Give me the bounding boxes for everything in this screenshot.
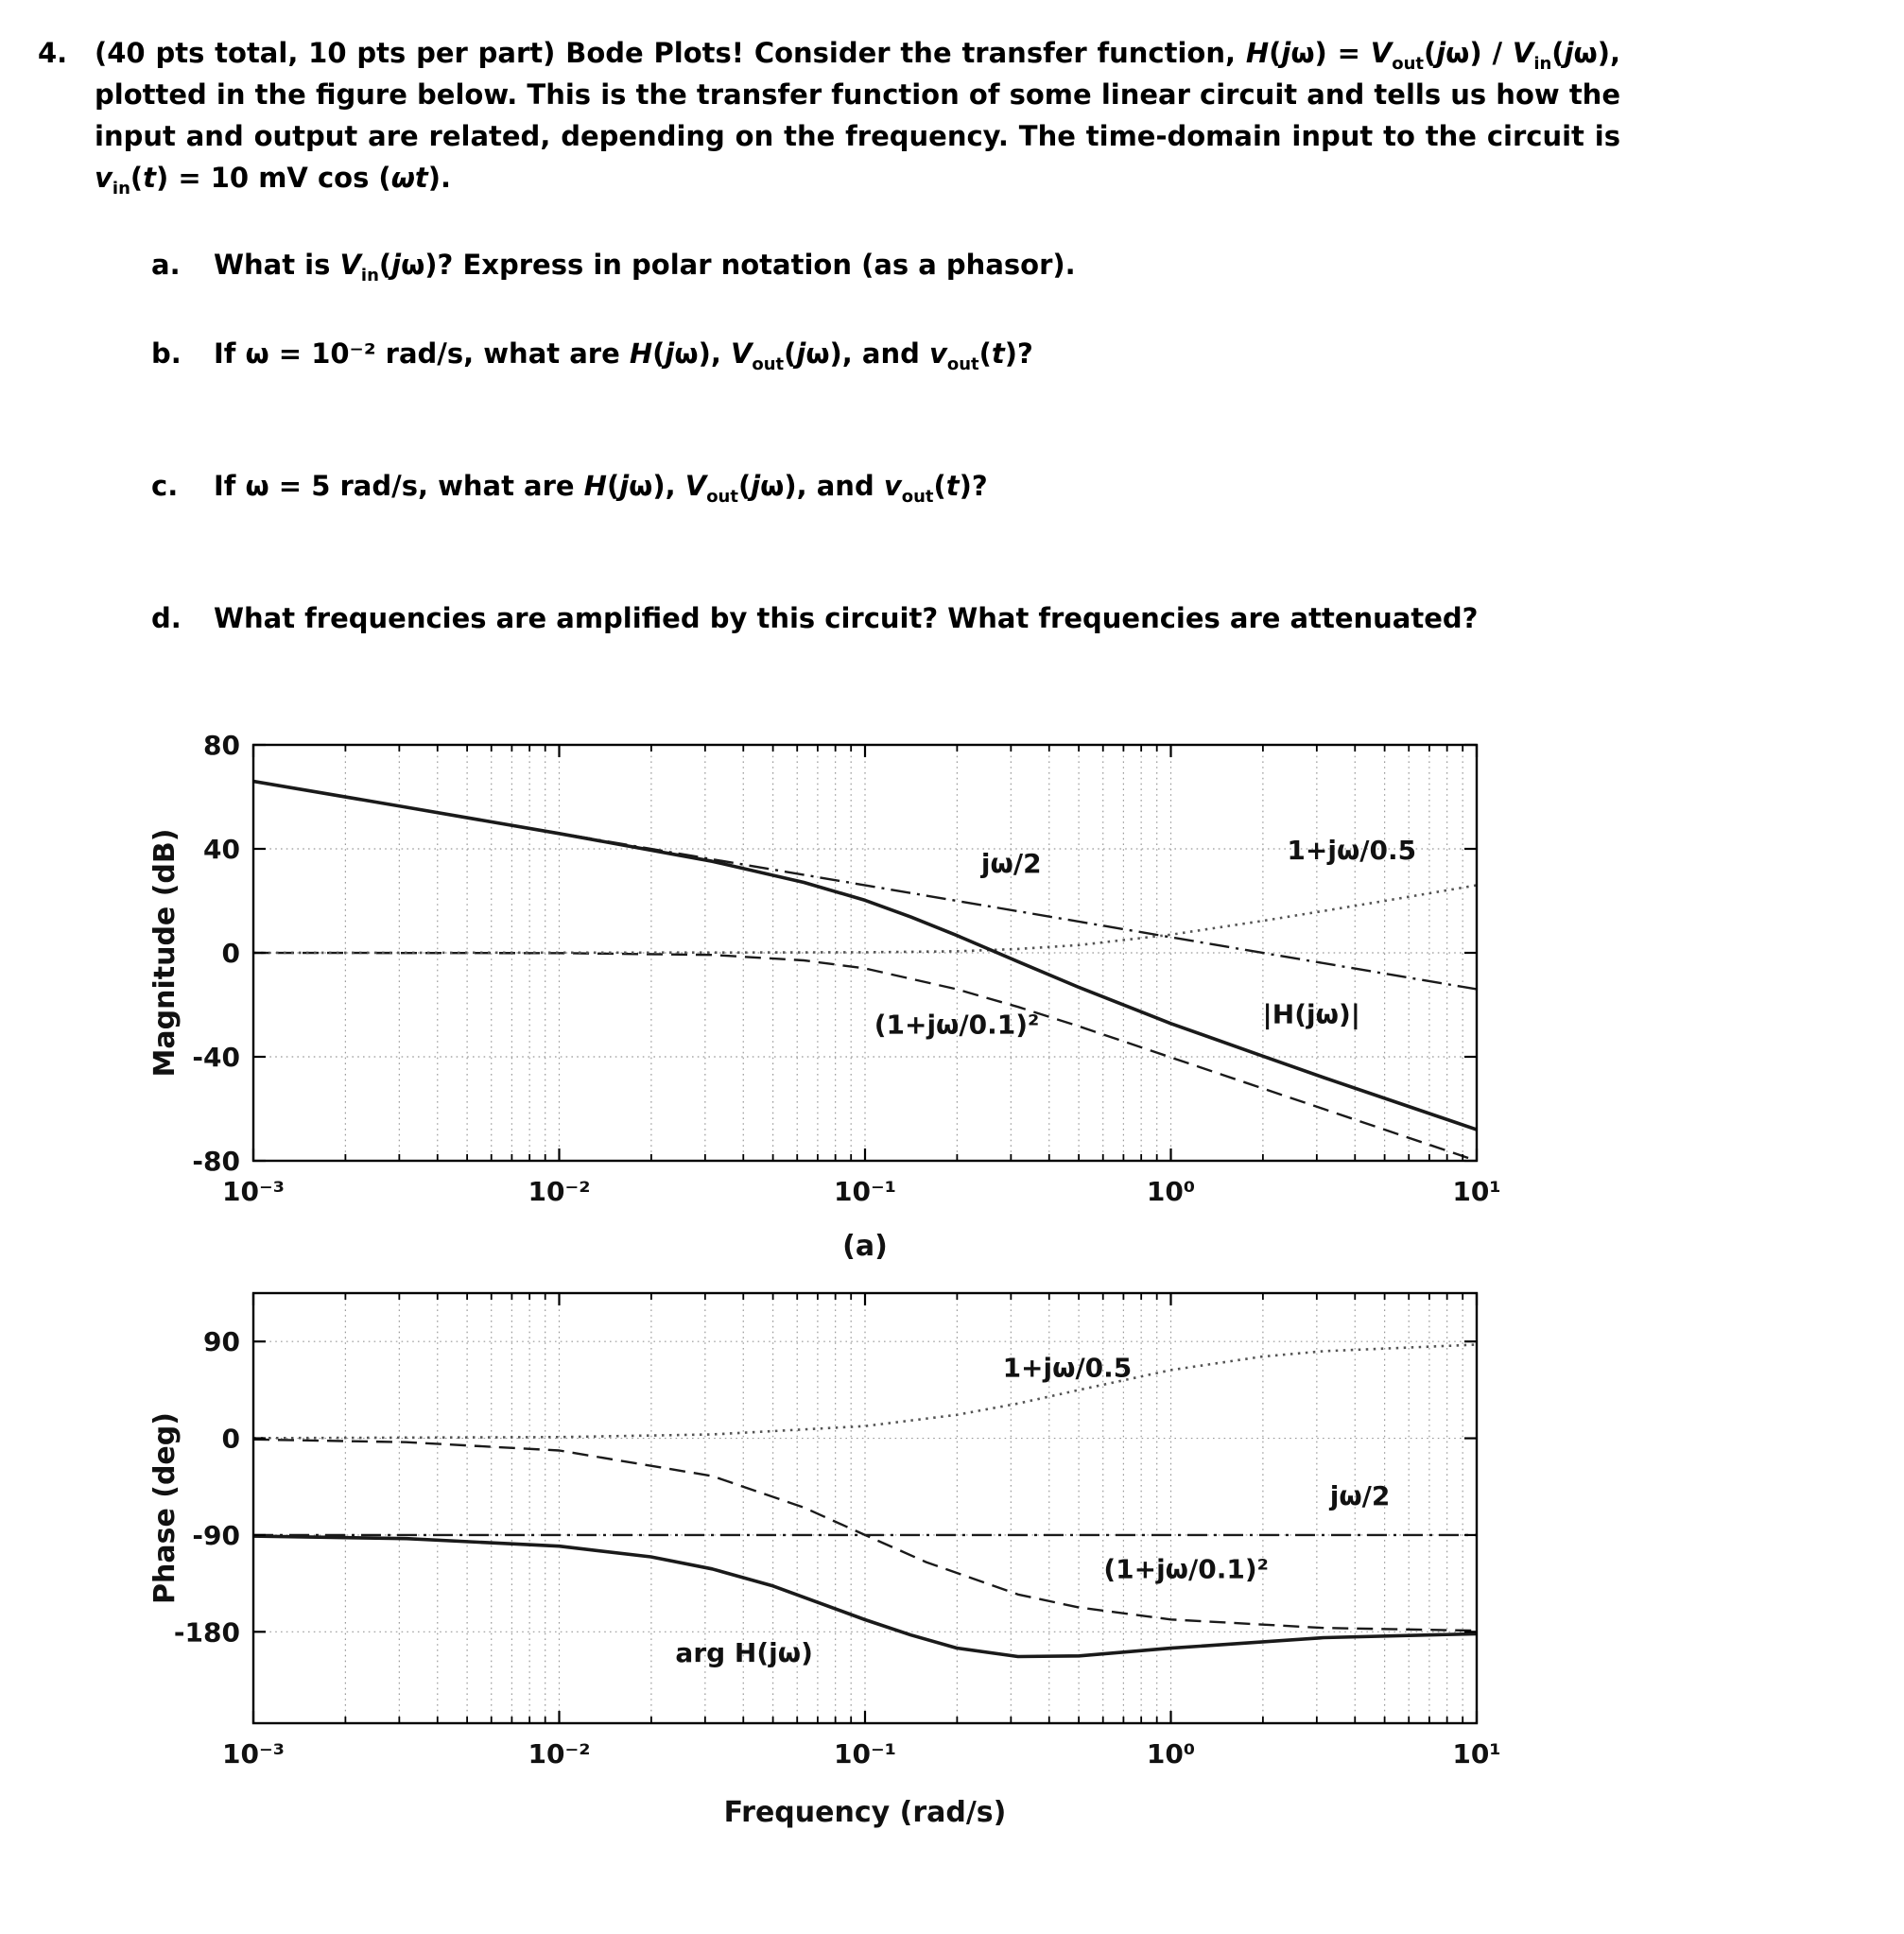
y-axis-label: Magnitude (dB) bbox=[148, 829, 182, 1078]
series-one-plus-jw-over-0p1-squared bbox=[253, 951, 1477, 1161]
curve-label: jω/2 bbox=[980, 848, 1042, 879]
part-label-c: c. bbox=[151, 470, 179, 502]
part-label-b: b. bbox=[151, 337, 182, 370]
problem-part-a: a. What is Vin(jω)? Express in polar not… bbox=[151, 244, 1626, 285]
x-tick-label: 10⁻² bbox=[528, 1176, 590, 1207]
problem-number: 4. bbox=[38, 37, 68, 69]
x-tick-label: 10¹ bbox=[1452, 1738, 1500, 1770]
problem-parts: a. What is Vin(jω)? Express in polar not… bbox=[151, 244, 1626, 639]
series-one-plus-jw-over-0p5 bbox=[253, 1343, 1477, 1440]
x-axis-label: Frequency (rad/s) bbox=[724, 1796, 1007, 1829]
y-tick-label: 40 bbox=[203, 834, 240, 865]
problem-part-d: d. What frequencies are amplified by thi… bbox=[151, 597, 1626, 639]
x-tick-label: 10⁻¹ bbox=[834, 1176, 896, 1207]
x-tick-label: 10⁰ bbox=[1147, 1738, 1195, 1770]
x-tick-label: 10⁰ bbox=[1147, 1176, 1195, 1207]
part-text-c: If ω = 5 rad/s, what are H(jω), Vout(jω)… bbox=[214, 470, 988, 507]
curve-label: jω/2 bbox=[1329, 1480, 1391, 1511]
x-tick-label: 10¹ bbox=[1452, 1176, 1500, 1207]
part-text-a: What is Vin(jω)? Express in polar notati… bbox=[214, 249, 1076, 285]
series-H-magnitude bbox=[253, 779, 1477, 1131]
x-tick-label: 10⁻¹ bbox=[834, 1738, 896, 1770]
x-tick-label: 10⁻³ bbox=[222, 1176, 285, 1207]
curve-label: (1+jω/0.1)² bbox=[874, 1009, 1040, 1040]
problem-part-c: c. If ω = 5 rad/s, what are H(jω), Vout(… bbox=[151, 465, 1626, 507]
y-tick-label: -80 bbox=[192, 1146, 240, 1177]
phase-plot-svg: 10⁻³ 10⁻² 10⁻¹ 10⁰ 10¹ 90 0 -90 -180 1+jω/0.5 jω/2… bbox=[148, 1291, 1501, 1829]
bode-phase-chart: 10⁻³ 10⁻² 10⁻¹ 10⁰ 10¹ 90 0 -90 -180 1+jω/0.5 jω/2… bbox=[142, 1276, 1503, 1868]
x-tick-label: 10⁻³ bbox=[222, 1738, 285, 1770]
y-tick-label: 90 bbox=[203, 1326, 240, 1357]
part-label-d: d. bbox=[151, 602, 182, 634]
series-arg-H bbox=[253, 1534, 1477, 1659]
bode-magnitude-chart: 10⁻³ 10⁻² 10⁻¹ 10⁰ 10¹ 80 40 0 -40 -80 jω/2 1+jω/0.… bbox=[142, 728, 1503, 1282]
curve-label: |H(jω)| bbox=[1263, 998, 1360, 1029]
y-tick-label: 0 bbox=[222, 938, 240, 969]
problem-part-b: b. If ω = 10⁻² rad/s, what are H(jω), Vo… bbox=[151, 333, 1626, 374]
series-one-plus-jw-over-0p1-squared bbox=[253, 1438, 1477, 1632]
y-axis-label: Phase (deg) bbox=[148, 1412, 182, 1604]
chart-caption: (a) bbox=[842, 1230, 888, 1263]
series-one-plus-jw-over-0p5 bbox=[253, 884, 1477, 955]
y-tick-label: -180 bbox=[174, 1616, 240, 1648]
part-label-a: a. bbox=[151, 249, 181, 281]
y-tick-label: 80 bbox=[203, 730, 240, 761]
curve-label: 1+jω/0.5 bbox=[1287, 835, 1416, 866]
y-tick-label: -40 bbox=[192, 1042, 240, 1073]
x-tick-label: 10⁻² bbox=[528, 1738, 590, 1770]
curve-label: arg H(jω) bbox=[675, 1637, 812, 1668]
curve-label: 1+jω/0.5 bbox=[1003, 1353, 1133, 1384]
y-tick-label: 0 bbox=[222, 1424, 240, 1455]
part-text-d: What frequencies are amplified by this c… bbox=[214, 602, 1479, 634]
problem-intro: (40 pts total, 10 pts per part) Bode Plo… bbox=[95, 37, 1620, 199]
curve-label: (1+jω/0.1)² bbox=[1103, 1553, 1269, 1584]
y-tick-label: -90 bbox=[192, 1520, 240, 1551]
part-text-b: If ω = 10⁻² rad/s, what are H(jω), Vout(… bbox=[214, 337, 1033, 374]
magnitude-plot-svg: 10⁻³ 10⁻² 10⁻¹ 10⁰ 10¹ 80 40 0 -40 -80 jω/2 1+jω/0.… bbox=[148, 730, 1501, 1263]
